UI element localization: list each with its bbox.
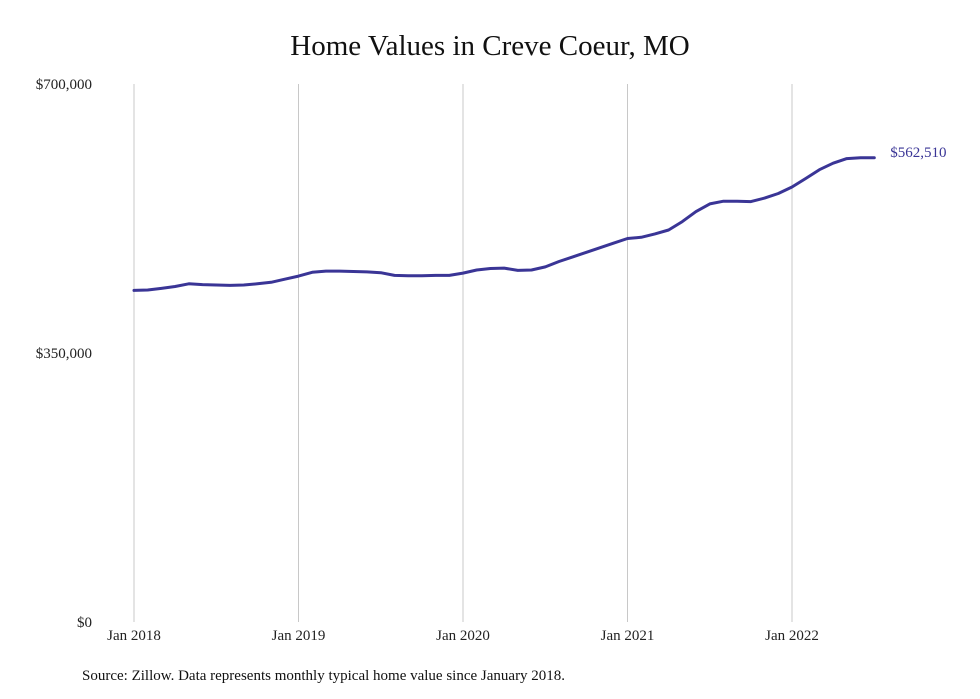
x-axis-ticks: Jan 2018 Jan 2019 Jan 2020 Jan 2021 Jan 2022 (107, 628, 819, 644)
chart-title: Home Values in Creve Coeur, MO (290, 30, 690, 62)
x-tick-label: Jan 2019 (272, 628, 326, 644)
y-tick-label: $0 (77, 615, 92, 631)
end-label-layer: $562,510 (890, 145, 946, 161)
x-tick-label: Jan 2022 (765, 628, 819, 644)
end-value-label: $562,510 (890, 145, 946, 161)
series-layer (132, 156, 876, 292)
x-tick-label: Jan 2021 (601, 628, 655, 644)
x-tick-label: Jan 2018 (107, 628, 161, 644)
source-note: Source: Zillow. Data represents monthly … (82, 668, 566, 684)
x-tick-label: Jan 2020 (436, 628, 490, 644)
grid-lines (133, 84, 793, 622)
y-axis-ticks: $700,000 $350,000 $0 (36, 77, 92, 631)
y-tick-label: $700,000 (36, 77, 92, 93)
series-line-0 (132, 156, 876, 292)
y-tick-label: $350,000 (36, 346, 92, 362)
